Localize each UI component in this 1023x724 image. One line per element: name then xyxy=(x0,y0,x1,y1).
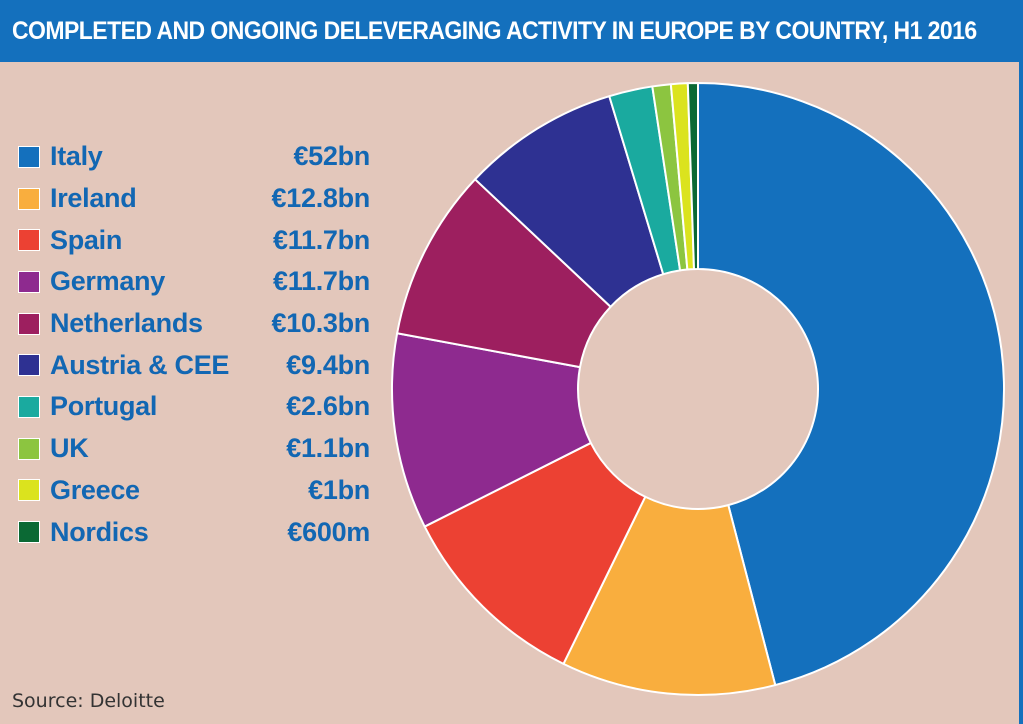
legend-item: Germany €11.7bn xyxy=(18,261,370,303)
legend: Italy €52bn Ireland €12.8bn Spain €11.7bn Germ… xyxy=(18,136,370,553)
donut-slice-italy xyxy=(697,82,1005,687)
legend-value: €11.7bn xyxy=(273,266,370,297)
donut-slice-ireland xyxy=(562,495,777,696)
legend-value: €600m xyxy=(287,516,370,547)
legend-item: Nordics €600m xyxy=(18,511,370,553)
legend-swatch xyxy=(18,312,40,335)
legend-label: UK xyxy=(50,433,89,464)
legend-swatch xyxy=(18,521,40,544)
legend-value: €2.6bn xyxy=(286,391,370,422)
legend-label: Greece xyxy=(50,474,140,505)
legend-value: €1.1bn xyxy=(286,433,370,464)
legend-item: Spain €11.7bn xyxy=(18,219,370,261)
legend-item: Austria & CEE €9.4bn xyxy=(18,344,370,386)
source-note: Source: Deloitte xyxy=(12,690,165,712)
legend-label: Netherlands xyxy=(50,308,203,339)
legend-label: Italy xyxy=(50,141,103,172)
donut-slice-germany xyxy=(391,332,592,528)
legend-item: Netherlands €10.3bn xyxy=(18,303,370,345)
donut-slice-nordics xyxy=(686,82,699,271)
legend-swatch xyxy=(18,187,40,210)
legend-swatch xyxy=(18,145,40,168)
legend-value: €1bn xyxy=(308,474,370,505)
legend-label: Austria & CEE xyxy=(50,349,230,380)
legend-item: Italy €52bn xyxy=(18,136,370,178)
legend-value: €9.4bn xyxy=(286,349,370,380)
legend-swatch xyxy=(18,479,40,502)
legend-swatch xyxy=(18,270,40,293)
legend-value: €11.7bn xyxy=(273,224,370,255)
chart-title: COMPLETED AND ONGOING DELEVERAGING ACTIV… xyxy=(12,16,977,45)
legend-value: €52bn xyxy=(293,141,370,172)
legend-swatch xyxy=(18,229,40,252)
legend-value: €12.8bn xyxy=(271,183,371,214)
legend-item: Greece €1bn xyxy=(18,470,370,512)
legend-item: Ireland €12.8bn xyxy=(18,178,370,220)
legend-label: Germany xyxy=(50,266,165,297)
frame-edge xyxy=(1019,62,1023,724)
legend-item: Portugal €2.6bn xyxy=(18,386,370,428)
legend-swatch xyxy=(18,437,40,460)
legend-item: UK €1.1bn xyxy=(18,428,370,470)
legend-label: Portugal xyxy=(50,391,158,422)
legend-value: €10.3bn xyxy=(271,308,371,339)
legend-swatch xyxy=(18,395,40,418)
donut-slice-netherlands xyxy=(396,178,612,369)
chart-title-bar: COMPLETED AND ONGOING DELEVERAGING ACTIV… xyxy=(0,0,1023,62)
legend-swatch xyxy=(18,354,40,377)
legend-label: Nordics xyxy=(50,516,149,547)
donut-slice-spain xyxy=(423,441,647,665)
legend-label: Spain xyxy=(50,224,123,255)
legend-label: Ireland xyxy=(50,183,137,214)
